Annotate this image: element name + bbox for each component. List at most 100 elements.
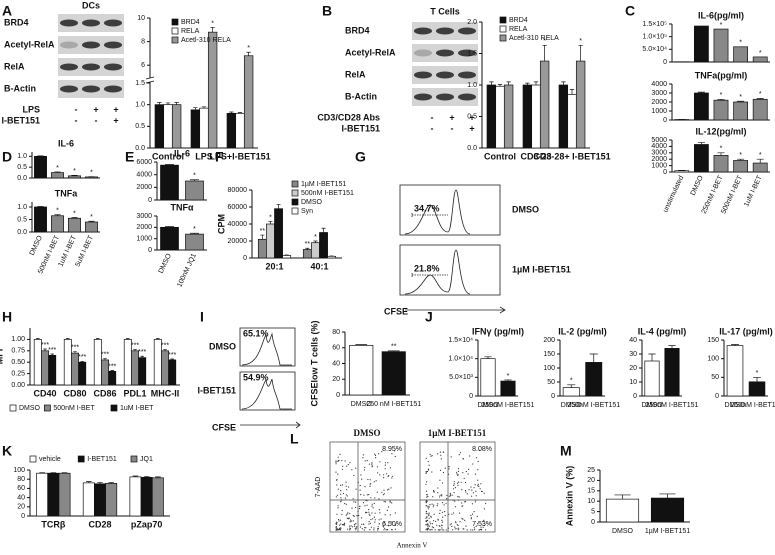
blot-band <box>82 41 100 49</box>
bar <box>713 155 729 173</box>
dot <box>483 492 485 494</box>
dot <box>374 454 377 456</box>
dot <box>365 527 367 529</box>
dot <box>354 527 356 529</box>
dot <box>379 512 381 514</box>
error-bar <box>43 348 47 351</box>
dot <box>391 453 393 455</box>
dot <box>474 529 476 531</box>
bar <box>48 355 57 386</box>
dot <box>372 507 374 509</box>
bar <box>160 226 179 251</box>
dot <box>340 497 342 499</box>
significance: * <box>756 370 759 377</box>
y-tick-label: 1.0 <box>17 204 27 211</box>
significance: *** <box>78 354 86 361</box>
dot <box>346 489 348 491</box>
legend-label: 1uM I-BET <box>120 405 154 412</box>
x-tick-label: 250nM I-BET151 <box>646 402 699 409</box>
legend-label: BRD4 <box>181 19 200 26</box>
dot <box>477 485 479 487</box>
bar <box>567 94 577 149</box>
y-tick-label: 1.5×10⁵ <box>642 21 667 28</box>
dot <box>441 511 444 513</box>
error-bar <box>163 349 167 351</box>
treatment-sign: - <box>75 104 78 114</box>
bar <box>140 477 153 517</box>
y-tick-label: 100 <box>13 467 25 474</box>
legend-label: DMSO <box>301 199 323 206</box>
y-tick-label: 2000 <box>136 184 152 191</box>
dot <box>391 521 393 523</box>
dot <box>457 529 460 531</box>
bar <box>713 99 729 121</box>
y-tick-label: 150 <box>707 337 719 344</box>
dot <box>426 513 428 515</box>
legend-label: RELA <box>181 28 200 35</box>
dot <box>338 529 340 531</box>
x-tick-label: 20:1 <box>265 261 283 271</box>
dot <box>351 526 354 528</box>
panel-letter: D <box>2 149 12 165</box>
dot <box>431 455 433 457</box>
blot-band <box>414 93 432 101</box>
dot <box>431 526 433 528</box>
significance: * <box>507 373 510 380</box>
gate-percent: 65.1% <box>243 328 269 338</box>
significance: *** <box>138 349 146 356</box>
dot <box>429 453 431 455</box>
bar <box>51 172 64 179</box>
dot <box>475 499 477 501</box>
dot <box>349 462 351 464</box>
bar <box>495 85 505 149</box>
legend-label: vehicle <box>39 456 61 463</box>
dot <box>345 514 347 516</box>
dot <box>345 481 347 483</box>
error-bar <box>756 158 764 164</box>
dot <box>386 509 388 511</box>
bar <box>68 175 81 179</box>
dot <box>451 513 453 515</box>
dot <box>472 492 474 494</box>
dot <box>439 479 441 481</box>
chart-title: IL-6(pg/ml) <box>698 10 744 20</box>
dot <box>342 465 344 467</box>
dot <box>341 513 343 515</box>
y-tick-label: 10 <box>629 379 637 386</box>
error-bar <box>321 227 326 233</box>
dot <box>433 520 435 522</box>
significance: ** <box>260 228 266 235</box>
dot <box>430 455 432 457</box>
dot <box>451 525 453 528</box>
blot-row-label: Acetyl-RelA <box>4 39 55 49</box>
significance: * <box>720 22 723 29</box>
dot <box>434 529 436 531</box>
dot <box>441 524 443 526</box>
bar <box>94 483 106 517</box>
dot <box>359 526 362 528</box>
dot <box>443 529 445 531</box>
dot <box>364 486 366 488</box>
dot <box>373 529 375 531</box>
dot <box>384 462 386 464</box>
legend-swatch <box>499 34 507 42</box>
dot <box>355 467 357 469</box>
bar <box>575 60 586 149</box>
dot <box>359 505 361 508</box>
significance: ** <box>391 344 397 351</box>
dot <box>346 465 348 467</box>
error-bar <box>567 384 576 388</box>
blot-band <box>458 71 476 79</box>
dot <box>378 519 380 521</box>
dot <box>373 502 375 504</box>
dot <box>394 524 396 527</box>
legend-label: RELA <box>509 26 528 33</box>
bar <box>486 84 497 149</box>
bar <box>151 477 164 517</box>
dot <box>474 501 476 503</box>
significance: ** <box>305 241 311 248</box>
significance: * <box>90 214 93 221</box>
dot <box>353 474 355 477</box>
y-tick-label: 0.0 <box>17 175 27 182</box>
dot <box>454 526 456 528</box>
